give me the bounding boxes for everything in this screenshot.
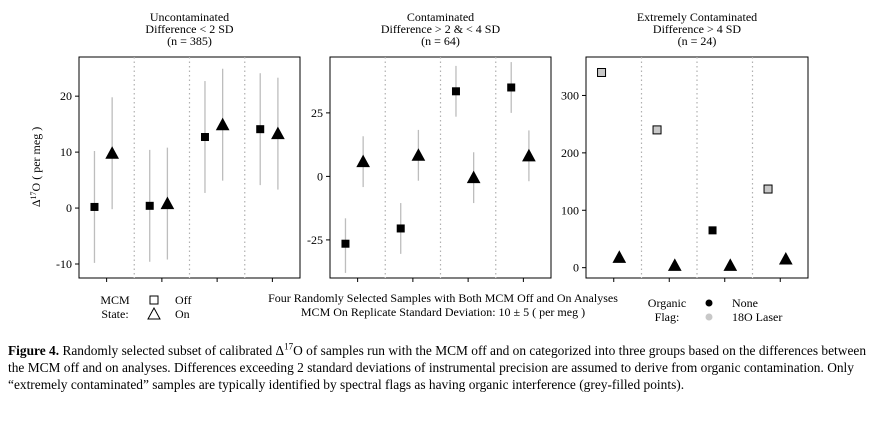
panel-title-line: (n = 24) (678, 34, 717, 48)
caption-text-before: Randomly selected subset of calibrated Δ (62, 343, 285, 358)
panel-title-line: (n = 385) (167, 34, 212, 48)
caption-text-after: O of samples run with the MCM off and on… (8, 343, 867, 392)
point-mcm-on (271, 126, 285, 140)
point-mcm-off (597, 67, 607, 77)
plot-frame (585, 56, 809, 279)
caption-sup: 17 (284, 341, 294, 352)
legend-none-label: None (732, 296, 758, 310)
panel-title-line: (n = 64) (421, 34, 460, 48)
y-axis-title: Δ17O ( per meg ) (29, 127, 44, 207)
panel-title-line: Contaminated (407, 10, 474, 24)
y-tick-label: 20 (60, 89, 72, 103)
legend-none-symbol (705, 299, 713, 307)
point-mcm-off (200, 133, 209, 142)
y-tick-label: 25 (311, 106, 323, 120)
y-tick-label: 0 (573, 261, 579, 275)
legend-laser-label: 18O Laser (732, 310, 782, 324)
point-mcm-on (778, 252, 793, 265)
point-mcm-on (160, 196, 175, 210)
point-mcm-off (451, 87, 460, 96)
point-mcm-on (466, 170, 481, 184)
point-mcm-on (522, 148, 536, 162)
panel-title-line: Extremely Contaminated (637, 10, 757, 24)
point-mcm-off (708, 226, 717, 235)
panel-title-line: Uncontaminated (150, 10, 229, 24)
legend-flag-title: Flag: (655, 310, 680, 324)
y-tick-label: 300 (561, 88, 579, 102)
legend-on-symbol (147, 306, 161, 320)
legend-laser-symbol (705, 313, 713, 321)
point-mcm-on (105, 146, 119, 159)
point-mcm-off (145, 201, 154, 210)
point-mcm-on (411, 148, 426, 161)
legend-on-label: On (175, 307, 190, 321)
legend-mcm-title: State: (101, 307, 128, 321)
legend-mcm-title: MCM (100, 293, 130, 307)
point-mcm-off (652, 125, 662, 135)
point-mcm-off (507, 83, 516, 92)
point-mcm-on (723, 258, 738, 271)
point-mcm-on (612, 250, 627, 263)
panel-title-line: Difference < 2 SD (145, 22, 234, 36)
figure-caption: Figure 4. Randomly selected subset of ca… (8, 342, 874, 393)
point-mcm-off (256, 125, 265, 134)
point-mcm-on (356, 154, 370, 168)
panel-title-line: Difference > 2 & < 4 SD (381, 22, 501, 36)
x-axis-label: MCM On Replicate Standard Deviation: 10 … (301, 305, 585, 319)
point-mcm-off (763, 184, 773, 194)
caption-label: Figure 4. (8, 343, 60, 358)
legend-flag-title: Organic (648, 296, 686, 310)
point-mcm-off (90, 202, 99, 211)
y-axis-label: Δ17O ( per meg ) (29, 127, 44, 207)
point-mcm-on (667, 258, 682, 271)
y-axis-label-sup: 17 (29, 191, 38, 199)
y-tick-label: 10 (60, 145, 72, 159)
panel-title-line: Difference > 4 SD (653, 22, 742, 36)
y-tick-label: -10 (56, 257, 72, 271)
point-mcm-off (396, 224, 405, 233)
point-mcm-on (215, 117, 230, 131)
legend-off-symbol (149, 295, 159, 305)
y-tick-label: 200 (561, 146, 579, 160)
point-mcm-off (341, 239, 350, 248)
y-tick-label: -25 (307, 233, 323, 247)
y-tick-label: 0 (317, 169, 323, 183)
y-tick-label: 0 (66, 201, 72, 215)
y-axis-label-part: O ( per meg ) (29, 127, 43, 192)
legend-off-label: Off (175, 293, 191, 307)
y-tick-label: 100 (561, 203, 579, 217)
y-axis-label-part: Δ (29, 199, 43, 207)
x-axis-label: Four Randomly Selected Samples with Both… (268, 291, 618, 305)
